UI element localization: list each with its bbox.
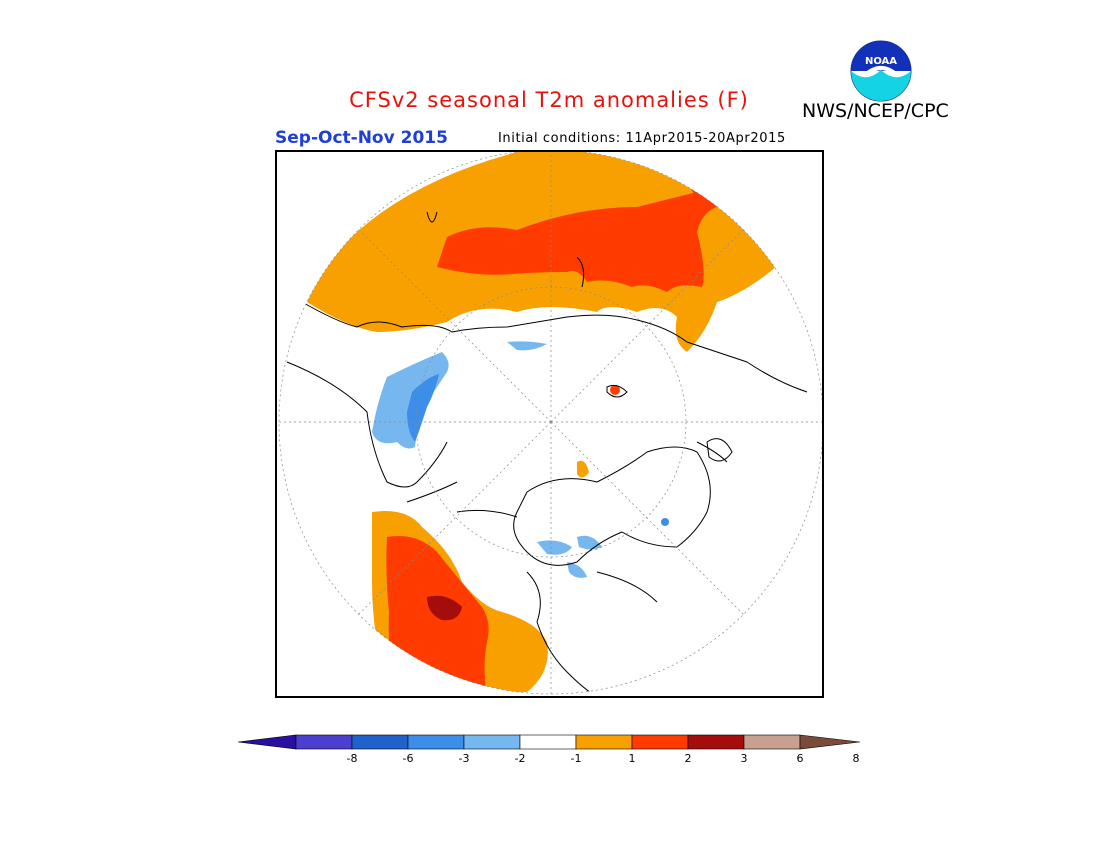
polar-map-svg bbox=[277, 152, 822, 696]
colorbar bbox=[238, 734, 861, 750]
initial-conditions-label: Initial conditions: 11Apr2015-20Apr2015 bbox=[498, 131, 786, 146]
anomaly-region-iceland-red bbox=[610, 385, 620, 395]
colorbar-cell bbox=[519, 734, 577, 750]
colorbar-cell bbox=[463, 734, 521, 750]
colorbar-cell bbox=[631, 734, 689, 750]
colorbar-cell bbox=[295, 734, 353, 750]
colorbar-tick-label: 8 bbox=[852, 752, 860, 765]
noaa-logo-text: NOAA bbox=[865, 56, 897, 67]
noaa-logo: NOAA bbox=[850, 40, 912, 102]
colorbar-cell bbox=[687, 734, 745, 750]
colorbar-tick-label: -2 bbox=[514, 752, 526, 765]
colorbar-arrow-low bbox=[238, 734, 297, 750]
map-title-text: CFSv2 seasonal T2m anomalies (F) bbox=[349, 88, 749, 112]
anomaly-region-siberia-red bbox=[437, 189, 717, 292]
anomaly-region-arctic-orange bbox=[577, 460, 589, 478]
colorbar-cell bbox=[351, 734, 409, 750]
colorbar-tick-label: 1 bbox=[628, 752, 636, 765]
anomaly-region-arctic-blue-2 bbox=[577, 535, 602, 550]
anomaly-region-arctic-blue-1 bbox=[537, 540, 572, 555]
colorbar-tick-label: -8 bbox=[346, 752, 358, 765]
colorbar-cell bbox=[743, 734, 801, 750]
anomaly-region-baltic-blue bbox=[507, 341, 547, 351]
colorbar-tick-label: 2 bbox=[684, 752, 692, 765]
anomaly-region-scandinavia-darkblue bbox=[407, 374, 439, 442]
anomaly-region-pacific-nw-darkred bbox=[427, 595, 462, 621]
colorbar-cells bbox=[238, 734, 861, 750]
colorbar-cell bbox=[407, 734, 465, 750]
map-title: CFSv2 seasonal T2m anomalies (F) bbox=[0, 88, 1100, 112]
graticule bbox=[277, 152, 822, 696]
colorbar-tick-label: 3 bbox=[740, 752, 748, 765]
colorbar-cell bbox=[575, 734, 633, 750]
colorbar-tick-label: 6 bbox=[796, 752, 804, 765]
polar-map bbox=[275, 150, 824, 698]
colorbar-tick-label: -1 bbox=[570, 752, 582, 765]
colorbar-tick-label: -3 bbox=[458, 752, 470, 765]
season-label: Sep-Oct-Nov 2015 bbox=[275, 128, 448, 148]
colorbar-tick-label: -6 bbox=[402, 752, 414, 765]
anomaly-region-greenland-blue bbox=[661, 518, 669, 526]
colorbar-arrow-high bbox=[799, 734, 861, 750]
anomaly-region-arctic-blue-3 bbox=[567, 562, 587, 578]
agency-label: NWS/NCEP/CPC bbox=[802, 100, 949, 122]
